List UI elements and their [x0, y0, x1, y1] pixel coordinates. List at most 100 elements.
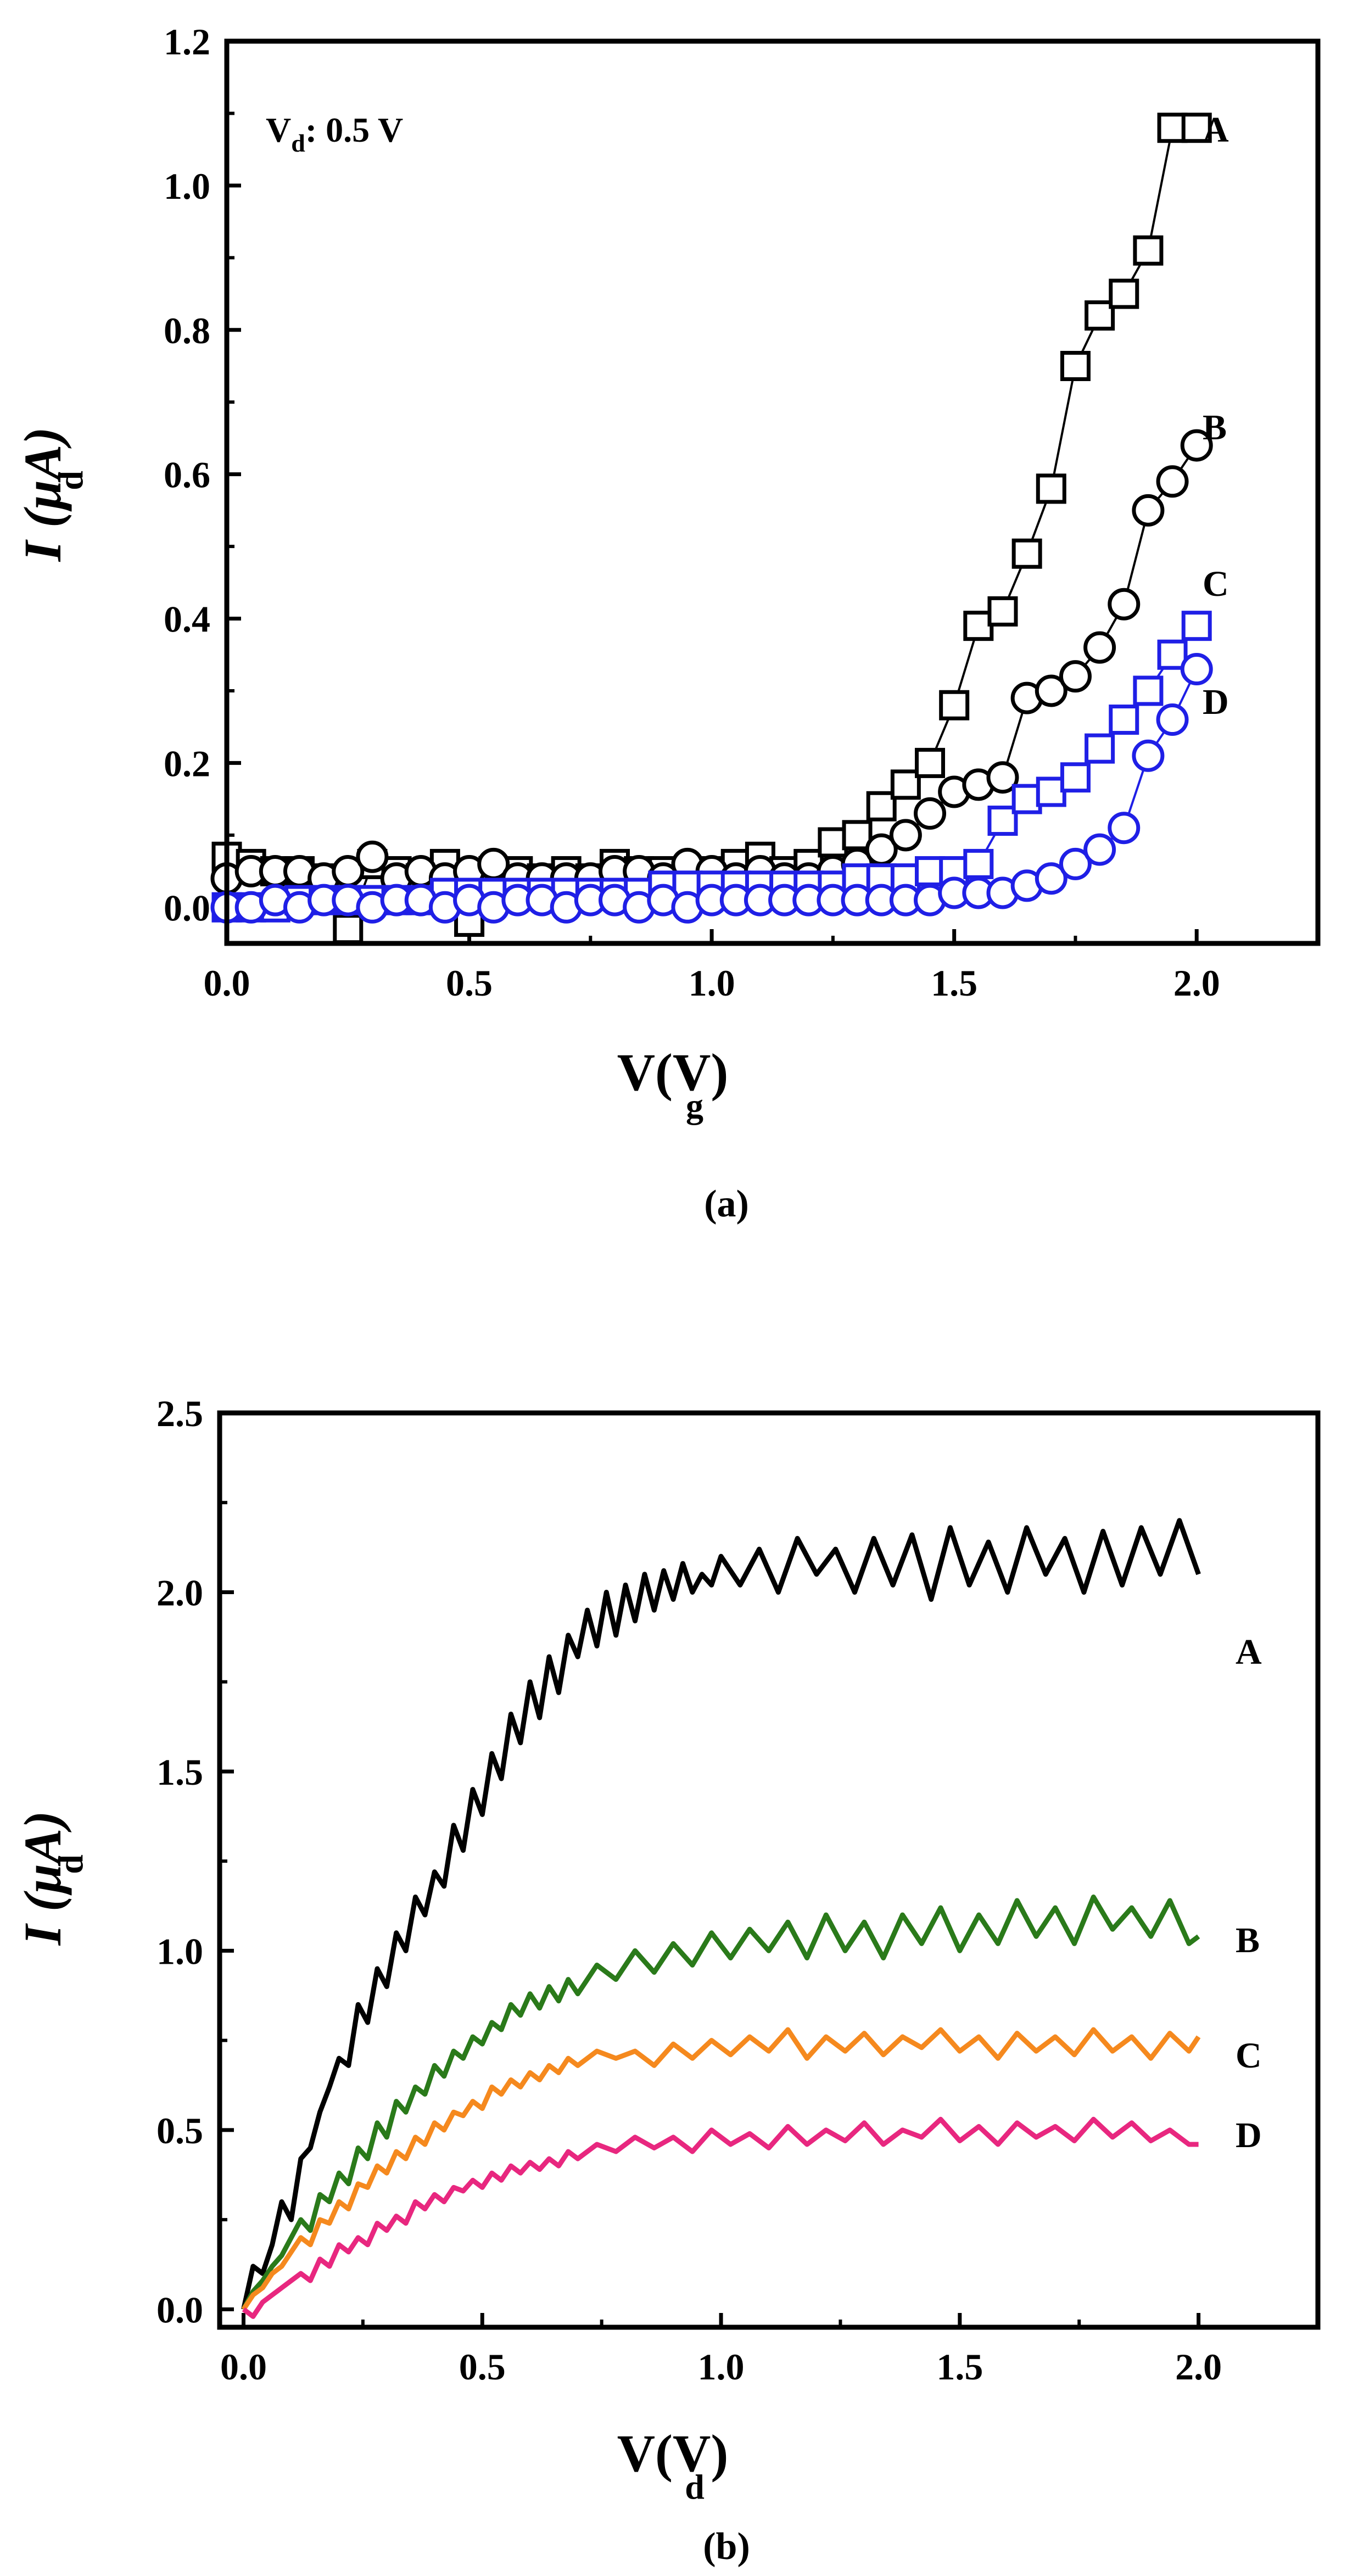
marker-point-B [914, 797, 947, 830]
marker-point-A [987, 596, 1018, 627]
panel-b-series [241, 1518, 1201, 2319]
marker-point-C [1181, 611, 1212, 641]
marker-point-D [1180, 653, 1213, 686]
marker-point-B [1083, 631, 1116, 664]
marker-point-A [1109, 278, 1139, 309]
series-line-C [241, 2027, 1201, 2311]
marker-point-A [1011, 538, 1042, 569]
series-label-D: D [1203, 682, 1229, 722]
panel-a-ylabel-text: I (µA) [13, 427, 72, 562]
x-tick-label: 0.5 [459, 2346, 506, 2388]
panel-a-plot-frame [224, 38, 1321, 946]
y-tick-label: 1.2 [164, 21, 210, 63]
series-C [241, 2027, 1201, 2311]
marker-point-B [1108, 588, 1141, 621]
panel-b-ylabel-text: I (µA) [13, 1811, 72, 1946]
series-B [241, 1895, 1200, 2311]
panel-a-series-labels: A B C D [1203, 110, 1229, 722]
y-tick-label: 0.2 [164, 742, 210, 784]
marker-point-C [1036, 776, 1066, 807]
marker-point-A [890, 769, 921, 800]
y-tick-label: 0.5 [157, 2110, 203, 2152]
x-tick-label: 0.0 [220, 2346, 267, 2388]
y-tick-label: 2.5 [157, 1393, 203, 1434]
panel-a-series [210, 113, 1213, 945]
marker-point-B [356, 840, 389, 873]
x-tick-label: 1.0 [689, 962, 735, 1004]
marker-point-C [1060, 762, 1091, 793]
y-tick-label: 0.6 [164, 454, 210, 496]
marker-point-B [889, 819, 922, 852]
marker-point-A [1085, 300, 1115, 331]
x-tick-label: 1.0 [698, 2346, 745, 2388]
panel-b-xlabel-text: V(V) [617, 2424, 729, 2483]
x-tick-label: 2.0 [1175, 2346, 1222, 2388]
panel-a-caption: (a) [704, 1183, 749, 1225]
annotation-suffix: : 0.5 V [305, 110, 403, 149]
marker-point-C [1133, 675, 1164, 706]
panel-a-xlabel-text: V(V) [617, 1043, 729, 1102]
panel-b-xlabel: V(V) [617, 2424, 729, 2483]
marker-point-C [1157, 639, 1188, 670]
marker-point-D [1083, 833, 1116, 866]
marker-point-C [1109, 705, 1139, 735]
marker-point-B [1180, 429, 1213, 462]
marker-point-A [1133, 235, 1164, 266]
marker-point-D [1035, 862, 1067, 895]
panel-a-annotation: Vd: 0.5 V [266, 110, 403, 157]
panel-a-xlabel-sub: g [686, 1086, 703, 1125]
marker-point-A [915, 747, 946, 778]
series-label-C: C [1203, 564, 1229, 604]
panel-a-ylabel: I (µA) [13, 427, 72, 562]
y-tick-label: 2.0 [157, 1572, 203, 1613]
marker-point-C [1011, 784, 1042, 814]
panel-a-xlabel: V(V) [617, 1043, 729, 1102]
marker-point-B [1059, 660, 1092, 693]
panel-b-caption: (b) [703, 2525, 750, 2568]
panel-b-ticks: 0.0 0.5 1.0 1.5 2.0 0.0 0.5 1.0 1.5 2.0 2.5 [157, 1393, 1222, 2388]
series-label-A: A [1203, 110, 1229, 150]
series-line-A [241, 1518, 1201, 2310]
marker-point-C [963, 848, 994, 879]
annotation-sub: d [291, 129, 305, 157]
marker-point-A [333, 914, 364, 945]
marker-point-B [1035, 674, 1067, 707]
series-label-A: A [1236, 1632, 1262, 1672]
marker-point-B [1156, 465, 1189, 498]
series-line-D [242, 2116, 1199, 2319]
panel-a-ylabel-sub: d [51, 471, 90, 490]
y-tick-label: 1.0 [157, 1930, 203, 1972]
panel-b-xlabel-sub: d [685, 2467, 705, 2506]
y-tick-label: 1.0 [164, 165, 210, 207]
marker-point-A [939, 690, 970, 720]
marker-point-D [1156, 703, 1189, 736]
y-tick-label: 0.8 [164, 310, 210, 351]
panel-b-ylabel: I (µA) [13, 1811, 72, 1946]
chart-panel-b: 0.0 0.5 1.0 1.5 2.0 0.0 0.5 1.0 1.5 2.0 2.5 A B C … [13, 1393, 1321, 2568]
panel-a-ticks: 0.0 0.5 1.0 1.5 2.0 0.0 0.2 0.4 0.6 0.8 1.0 1.2 [164, 21, 1220, 1004]
annotation-prefix: V [266, 110, 291, 149]
series-D [210, 653, 1213, 924]
panel-a-ylabel-sub-group: d [51, 471, 90, 490]
marker-point-A [1036, 473, 1066, 504]
x-tick-label: 0.5 [446, 962, 493, 1004]
marker-point-C [1085, 733, 1115, 764]
y-tick-label: 1.5 [157, 1751, 203, 1793]
marker-point-D [1108, 812, 1141, 845]
marker-point-D [1059, 847, 1092, 880]
x-tick-label: 1.5 [936, 2346, 983, 2388]
y-tick-label: 0.0 [157, 2289, 203, 2331]
x-tick-label: 2.0 [1173, 962, 1220, 1004]
panel-b-ylabel-sub: d [51, 1854, 90, 1874]
marker-point-B [986, 761, 1019, 794]
marker-point-D [1132, 739, 1165, 772]
marker-point-C [987, 806, 1018, 836]
marker-point-A [866, 791, 897, 822]
series-A [241, 1518, 1201, 2310]
x-tick-label: 1.5 [931, 962, 977, 1004]
series-line-B [241, 1895, 1200, 2311]
series-label-B: B [1236, 1920, 1260, 1960]
x-tick-label: 0.0 [204, 962, 250, 1004]
